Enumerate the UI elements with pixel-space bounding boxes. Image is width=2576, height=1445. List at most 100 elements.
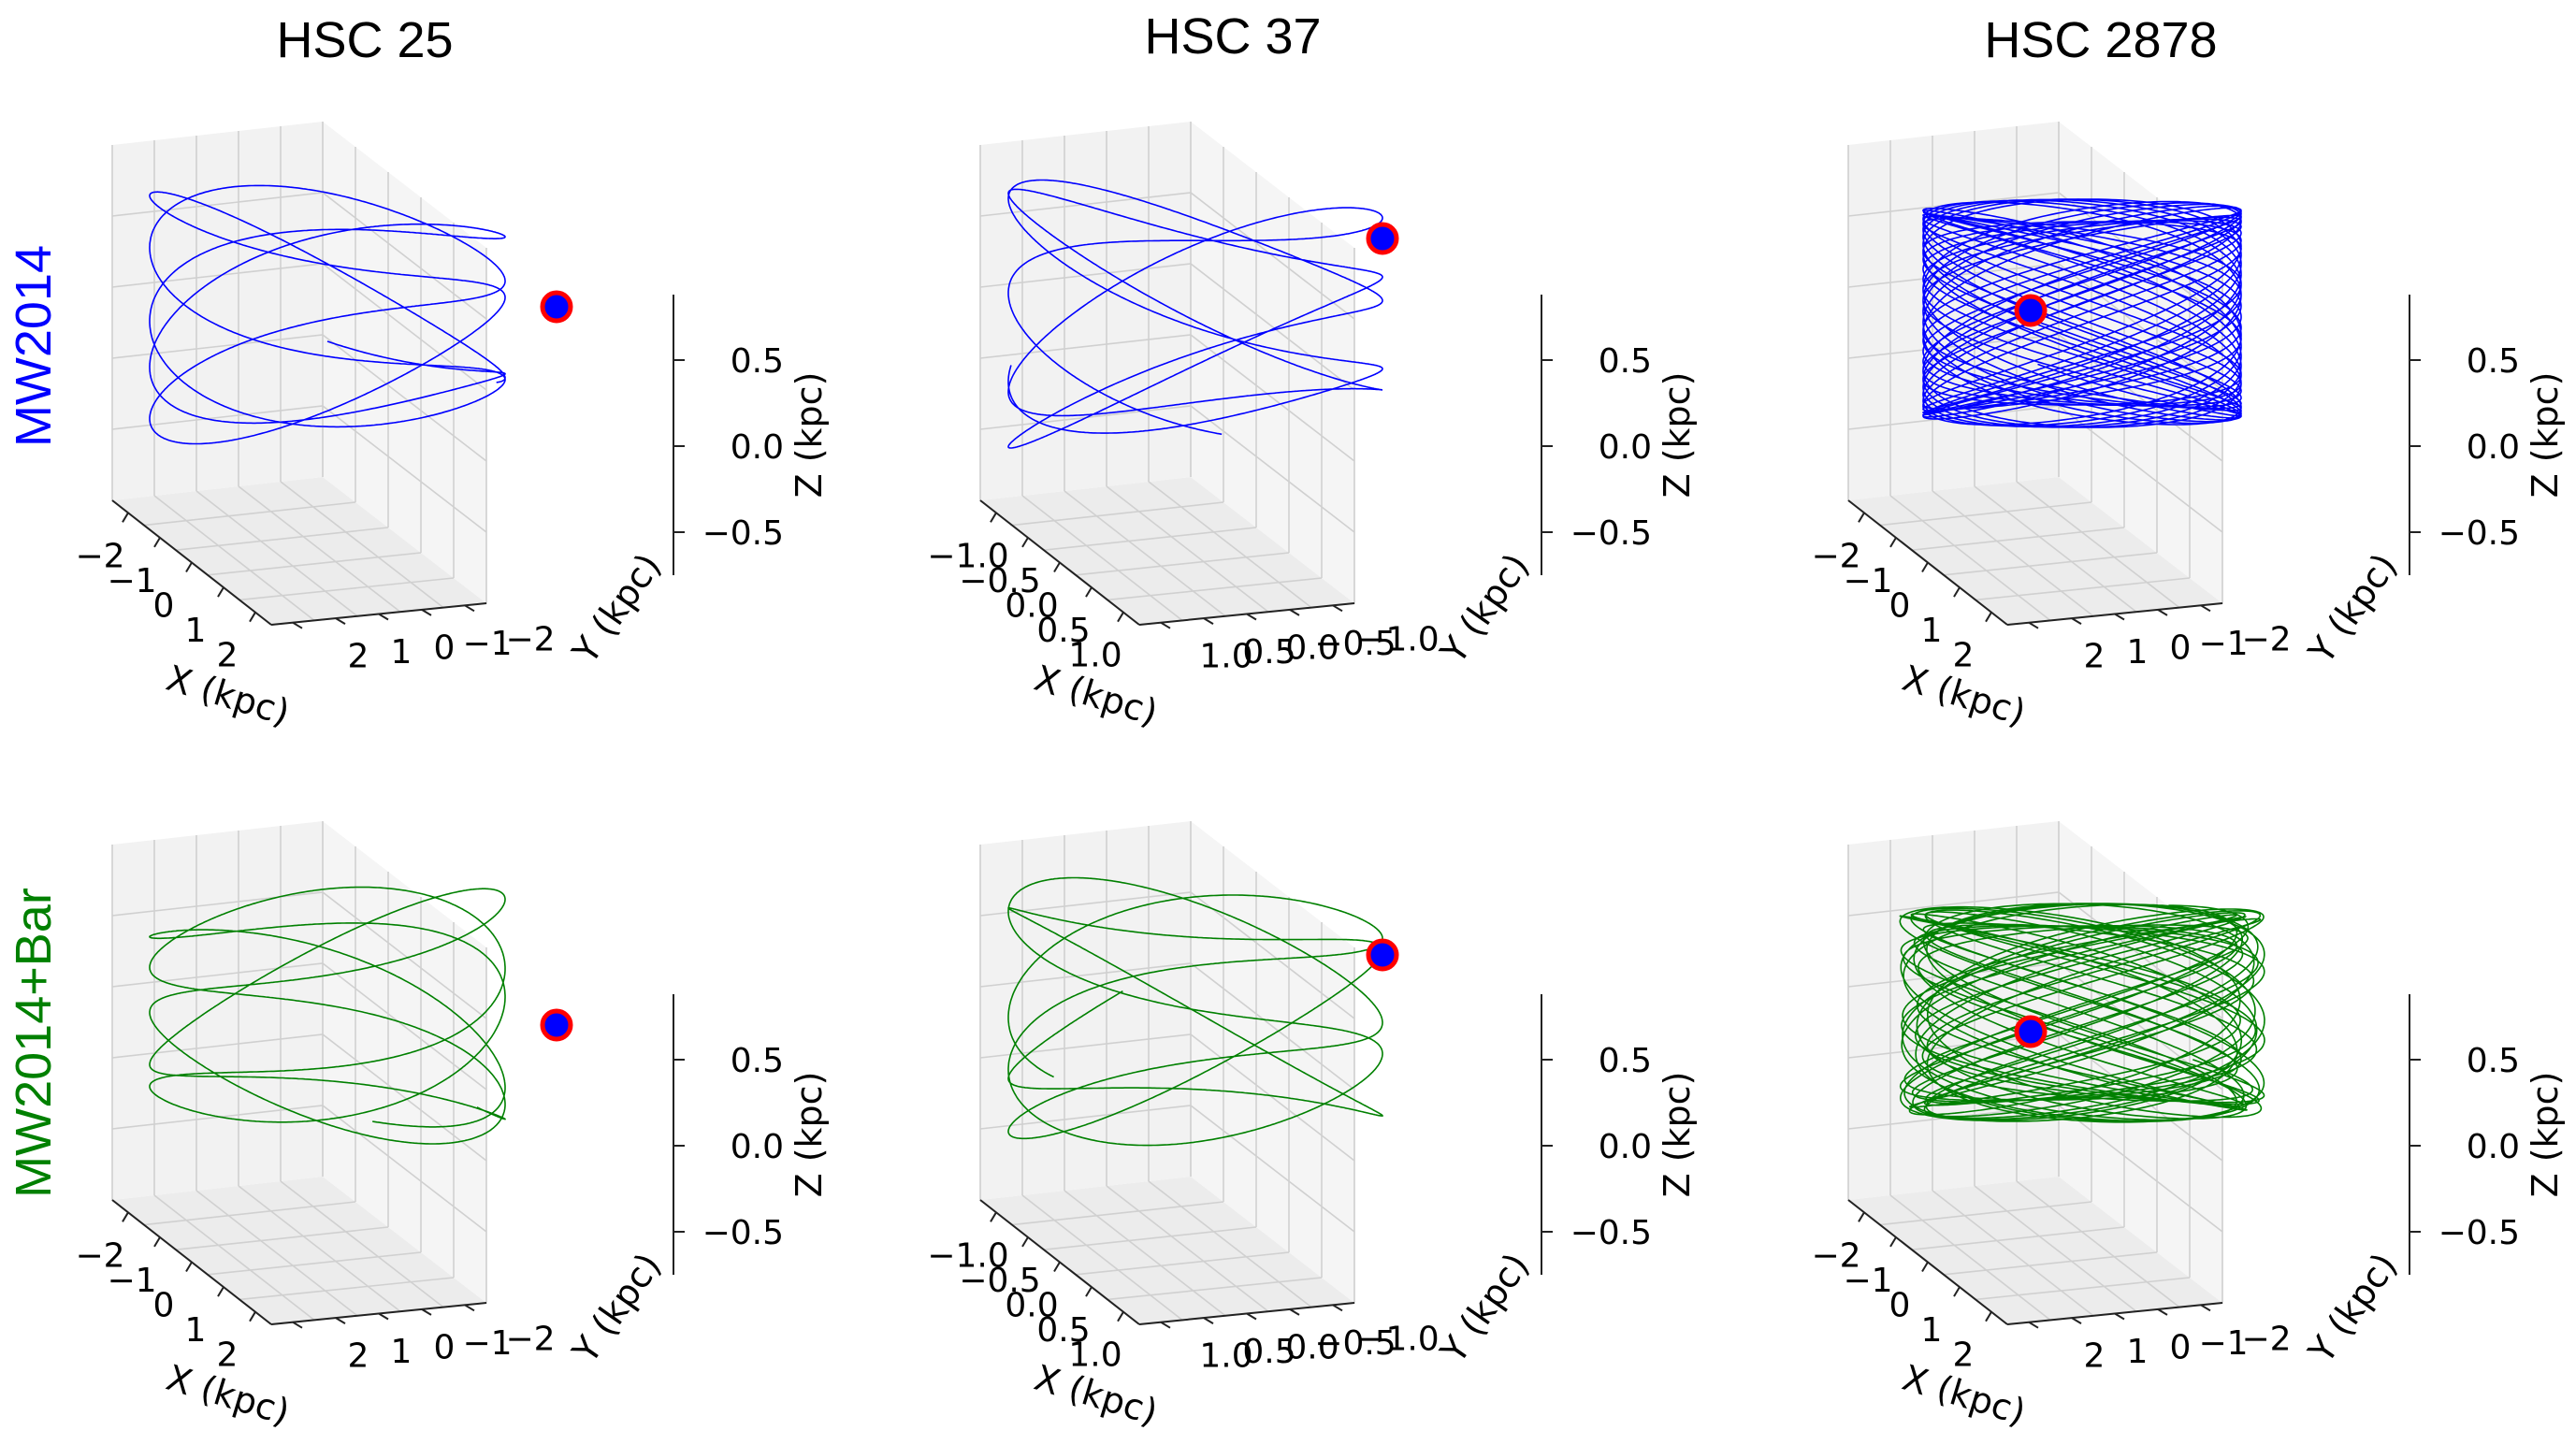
x-tick-label: 2 bbox=[217, 1337, 239, 1375]
y-tick-label: 0 bbox=[434, 1329, 456, 1367]
grid-line bbox=[1075, 552, 1290, 576]
y-tick bbox=[1332, 604, 1343, 613]
y-tick-label: 0.0 bbox=[1285, 629, 1339, 668]
grid-line bbox=[175, 1226, 389, 1250]
y-tick bbox=[335, 617, 346, 625]
current-position-marker bbox=[540, 290, 573, 324]
z-axis-label: Z (kpc) bbox=[789, 372, 830, 499]
grid-line bbox=[238, 1185, 401, 1312]
grid-line bbox=[1932, 490, 2094, 617]
y-tick bbox=[378, 613, 389, 621]
x-tick-label: 2 bbox=[217, 637, 239, 675]
y-tick bbox=[335, 1317, 346, 1324]
back-left-pane bbox=[980, 122, 1191, 500]
y-tick-label: 1 bbox=[391, 633, 412, 672]
x-tick bbox=[1053, 1261, 1061, 1273]
x-tick bbox=[153, 1236, 161, 1248]
orbit-path bbox=[1007, 179, 1383, 449]
x-tick-label: −2 bbox=[1811, 1236, 1860, 1275]
grid-line bbox=[1148, 481, 1312, 609]
y-tick-label: 2 bbox=[2084, 638, 2106, 676]
y-tick-label: 1 bbox=[391, 1333, 412, 1371]
grid-line bbox=[143, 501, 356, 527]
grid-line bbox=[1021, 495, 1183, 622]
grid-line bbox=[1932, 1190, 2094, 1317]
floor-pane bbox=[1848, 1177, 2222, 1324]
column-title-hsc-37: HSC 37 bbox=[1144, 8, 1322, 65]
y-tick bbox=[1246, 613, 1257, 621]
z-tick-label: 0.5 bbox=[2467, 342, 2520, 381]
x-tick-label: −2 bbox=[75, 1236, 124, 1275]
y-tick-label: −2 bbox=[2241, 1320, 2291, 1358]
y-tick bbox=[1332, 1304, 1343, 1312]
x-tick-label: 0 bbox=[153, 587, 175, 626]
x-tick-label: 1 bbox=[185, 612, 207, 650]
grid-line bbox=[1106, 485, 1269, 613]
x-tick-label: −0.5 bbox=[959, 562, 1040, 600]
z-tick-label: 0.5 bbox=[731, 1042, 784, 1080]
grid-line bbox=[1021, 1194, 1183, 1322]
grid-line bbox=[195, 490, 358, 617]
x-tick-label: −1.0 bbox=[927, 1236, 1008, 1275]
x-tick-label: −0.5 bbox=[959, 1262, 1040, 1300]
grid-line bbox=[1011, 1201, 1224, 1226]
current-position-marker bbox=[1366, 938, 1399, 972]
x-tick bbox=[122, 512, 129, 523]
x-tick-label: 1 bbox=[185, 1311, 207, 1350]
x-tick bbox=[1858, 512, 1865, 523]
y-tick bbox=[2071, 1317, 2082, 1324]
grid-line bbox=[1974, 485, 2137, 613]
y-tick-label: −1.0 bbox=[1357, 620, 1439, 658]
y-tick bbox=[421, 1308, 432, 1316]
x-tick bbox=[1953, 586, 1961, 598]
z-tick-label: 0.0 bbox=[731, 428, 784, 467]
y-tick bbox=[1203, 1317, 1214, 1324]
z-tick-label: 0.5 bbox=[731, 342, 784, 381]
z-tick-label: −0.5 bbox=[1570, 514, 1652, 553]
x-tick bbox=[185, 1261, 193, 1273]
y-tick-label: 0 bbox=[2170, 629, 2192, 668]
x-tick-label: 1 bbox=[1921, 612, 1943, 650]
x-tick bbox=[1921, 561, 1929, 573]
grid-line bbox=[1043, 1226, 1257, 1250]
grid-line bbox=[153, 495, 315, 622]
y-tick bbox=[1203, 617, 1214, 625]
x-tick bbox=[1858, 1211, 1865, 1222]
x-tick bbox=[217, 586, 224, 598]
orbit-path bbox=[1899, 903, 2265, 1123]
y-tick-label: −1.0 bbox=[1357, 1320, 1439, 1358]
grid-line bbox=[143, 1201, 356, 1226]
grid-line bbox=[280, 1180, 444, 1308]
grid-line bbox=[1889, 1194, 2051, 1322]
y-tick-label: 1.0 bbox=[1199, 1337, 1252, 1376]
x-tick-label: 0.5 bbox=[1036, 1311, 1090, 1350]
grid-line bbox=[1064, 490, 1226, 617]
panel-1-1: −1.0−0.50.00.51.0 −1.0−0.50.00.51.00.50.0… bbox=[927, 821, 1698, 1433]
x-tick bbox=[217, 1286, 224, 1297]
x-tick bbox=[990, 512, 997, 523]
x-tick-label: 0 bbox=[1889, 1287, 1911, 1325]
y-tick-label: 0 bbox=[2170, 1329, 2192, 1367]
y-tick-label: −1 bbox=[462, 625, 512, 663]
floor-pane bbox=[980, 1177, 1354, 1324]
x-tick-label: −1 bbox=[1843, 1262, 1892, 1300]
current-position-marker bbox=[540, 1008, 573, 1042]
x-tick-label: 0 bbox=[1889, 587, 1911, 626]
grid-line bbox=[1975, 577, 2191, 601]
grid-line bbox=[1879, 1201, 2092, 1226]
z-tick-label: 0.0 bbox=[2467, 1128, 2520, 1166]
grid-line bbox=[1879, 501, 2092, 527]
grid-line bbox=[207, 1251, 422, 1276]
z-axis-label: Z (kpc) bbox=[1657, 372, 1698, 499]
z-tick-label: 0.0 bbox=[2467, 428, 2520, 467]
y-tick bbox=[2200, 604, 2211, 613]
z-tick-label: −0.5 bbox=[2439, 1214, 2520, 1252]
x-tick bbox=[1117, 1311, 1124, 1322]
y-tick-label: −0.5 bbox=[1314, 1324, 1396, 1363]
grid-line bbox=[195, 1190, 358, 1317]
y-tick bbox=[1160, 1321, 1171, 1329]
